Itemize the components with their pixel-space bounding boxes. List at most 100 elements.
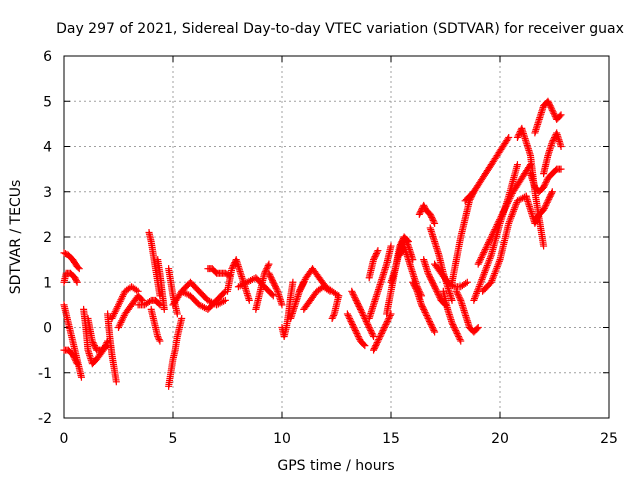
data-point-marker	[426, 272, 434, 280]
data-point-marker	[268, 291, 276, 299]
series-track	[527, 165, 565, 196]
data-point-marker	[379, 327, 387, 335]
y-tick-label: -2	[38, 411, 52, 427]
data-point-marker	[116, 297, 124, 305]
data-point-marker	[372, 251, 380, 259]
data-point-marker	[457, 337, 465, 345]
data-point-marker	[115, 322, 123, 330]
data-point-marker	[428, 278, 436, 286]
data-point-marker	[513, 161, 521, 169]
data-point-marker	[548, 105, 556, 113]
data-point-marker	[370, 254, 378, 262]
data-point-marker	[430, 218, 438, 226]
data-point-marker	[229, 263, 237, 271]
data-point-marker	[272, 284, 280, 292]
series-track	[60, 269, 81, 286]
data-point-marker	[370, 256, 378, 264]
data-point-marker	[371, 343, 379, 351]
data-point-marker	[228, 265, 236, 273]
data-point-marker	[72, 358, 80, 366]
data-point-marker	[504, 135, 512, 143]
data-point-marker	[160, 305, 168, 313]
data-point-marker	[483, 242, 491, 250]
data-point-marker	[383, 319, 391, 327]
data-point-marker	[264, 262, 272, 270]
data-point-marker	[452, 328, 460, 336]
data-point-marker	[415, 210, 423, 218]
data-point-marker	[115, 301, 122, 309]
data-point-marker	[357, 307, 365, 315]
data-point-marker	[382, 320, 390, 328]
data-point-marker	[424, 269, 432, 277]
data-point-marker	[423, 311, 431, 319]
data-point-marker	[419, 304, 427, 312]
data-point-marker	[88, 337, 96, 345]
data-point-marker	[481, 245, 489, 253]
data-point-marker	[350, 292, 358, 300]
data-point-marker	[540, 206, 548, 214]
data-point-marker	[354, 301, 362, 309]
data-point-marker	[350, 324, 358, 331]
data-point-marker	[549, 108, 557, 116]
data-point-marker	[397, 248, 405, 256]
data-point-marker	[449, 322, 457, 330]
data-point-marker	[119, 291, 127, 299]
series-track	[108, 283, 142, 322]
data-point-marker	[378, 330, 386, 338]
y-tick-label: -1	[38, 366, 52, 382]
x-axis-label: GPS time / hours	[277, 458, 394, 474]
data-point-marker	[261, 268, 269, 276]
data-point-marker	[456, 295, 464, 303]
y-tick-label: 6	[43, 49, 52, 65]
data-point-marker	[245, 296, 253, 304]
data-point-marker	[450, 324, 458, 331]
data-point-marker	[154, 333, 162, 341]
data-point-marker	[436, 293, 444, 301]
x-tick-label: 5	[169, 431, 178, 447]
data-point-marker	[367, 327, 375, 335]
data-point-marker	[109, 313, 117, 321]
data-point-marker	[426, 317, 434, 325]
data-point-marker	[270, 280, 278, 288]
data-point-marker	[369, 331, 377, 339]
data-point-marker	[421, 308, 429, 316]
data-point-marker	[271, 283, 279, 291]
data-point-marker	[362, 316, 370, 324]
data-point-marker	[545, 194, 553, 202]
data-point-marker	[355, 302, 363, 310]
data-point-marker	[474, 324, 482, 331]
data-point-marker	[299, 281, 307, 289]
series-track	[409, 278, 439, 336]
data-point-marker	[411, 283, 419, 291]
data-point-marker	[557, 165, 565, 173]
data-point-marker	[115, 299, 123, 307]
data-point-marker	[417, 207, 425, 215]
data-point-marker	[427, 320, 435, 328]
data-point-marker	[116, 320, 124, 328]
data-point-marker	[69, 352, 77, 360]
data-point-marker	[112, 378, 120, 386]
data-point-marker	[548, 188, 556, 196]
data-point-marker	[358, 308, 366, 316]
data-point-marker	[426, 319, 434, 327]
series-track	[365, 242, 395, 322]
data-point-marker	[345, 313, 353, 321]
data-point-marker	[534, 213, 542, 221]
data-point-marker	[387, 242, 395, 250]
data-point-marker	[112, 306, 120, 314]
data-point-marker	[448, 296, 456, 304]
data-point-marker	[297, 284, 305, 292]
data-point-marker	[452, 327, 460, 335]
data-point-marker	[401, 235, 409, 243]
data-point-marker	[455, 292, 463, 300]
series-track	[178, 287, 229, 313]
series-track	[60, 301, 85, 381]
data-point-marker	[474, 260, 482, 268]
data-point-marker	[432, 286, 440, 294]
data-point-marker	[448, 319, 456, 327]
data-point-marker	[514, 132, 522, 140]
data-point-marker	[70, 354, 78, 362]
data-point-marker	[430, 281, 438, 289]
series-track	[431, 260, 471, 291]
data-point-marker	[364, 320, 372, 328]
